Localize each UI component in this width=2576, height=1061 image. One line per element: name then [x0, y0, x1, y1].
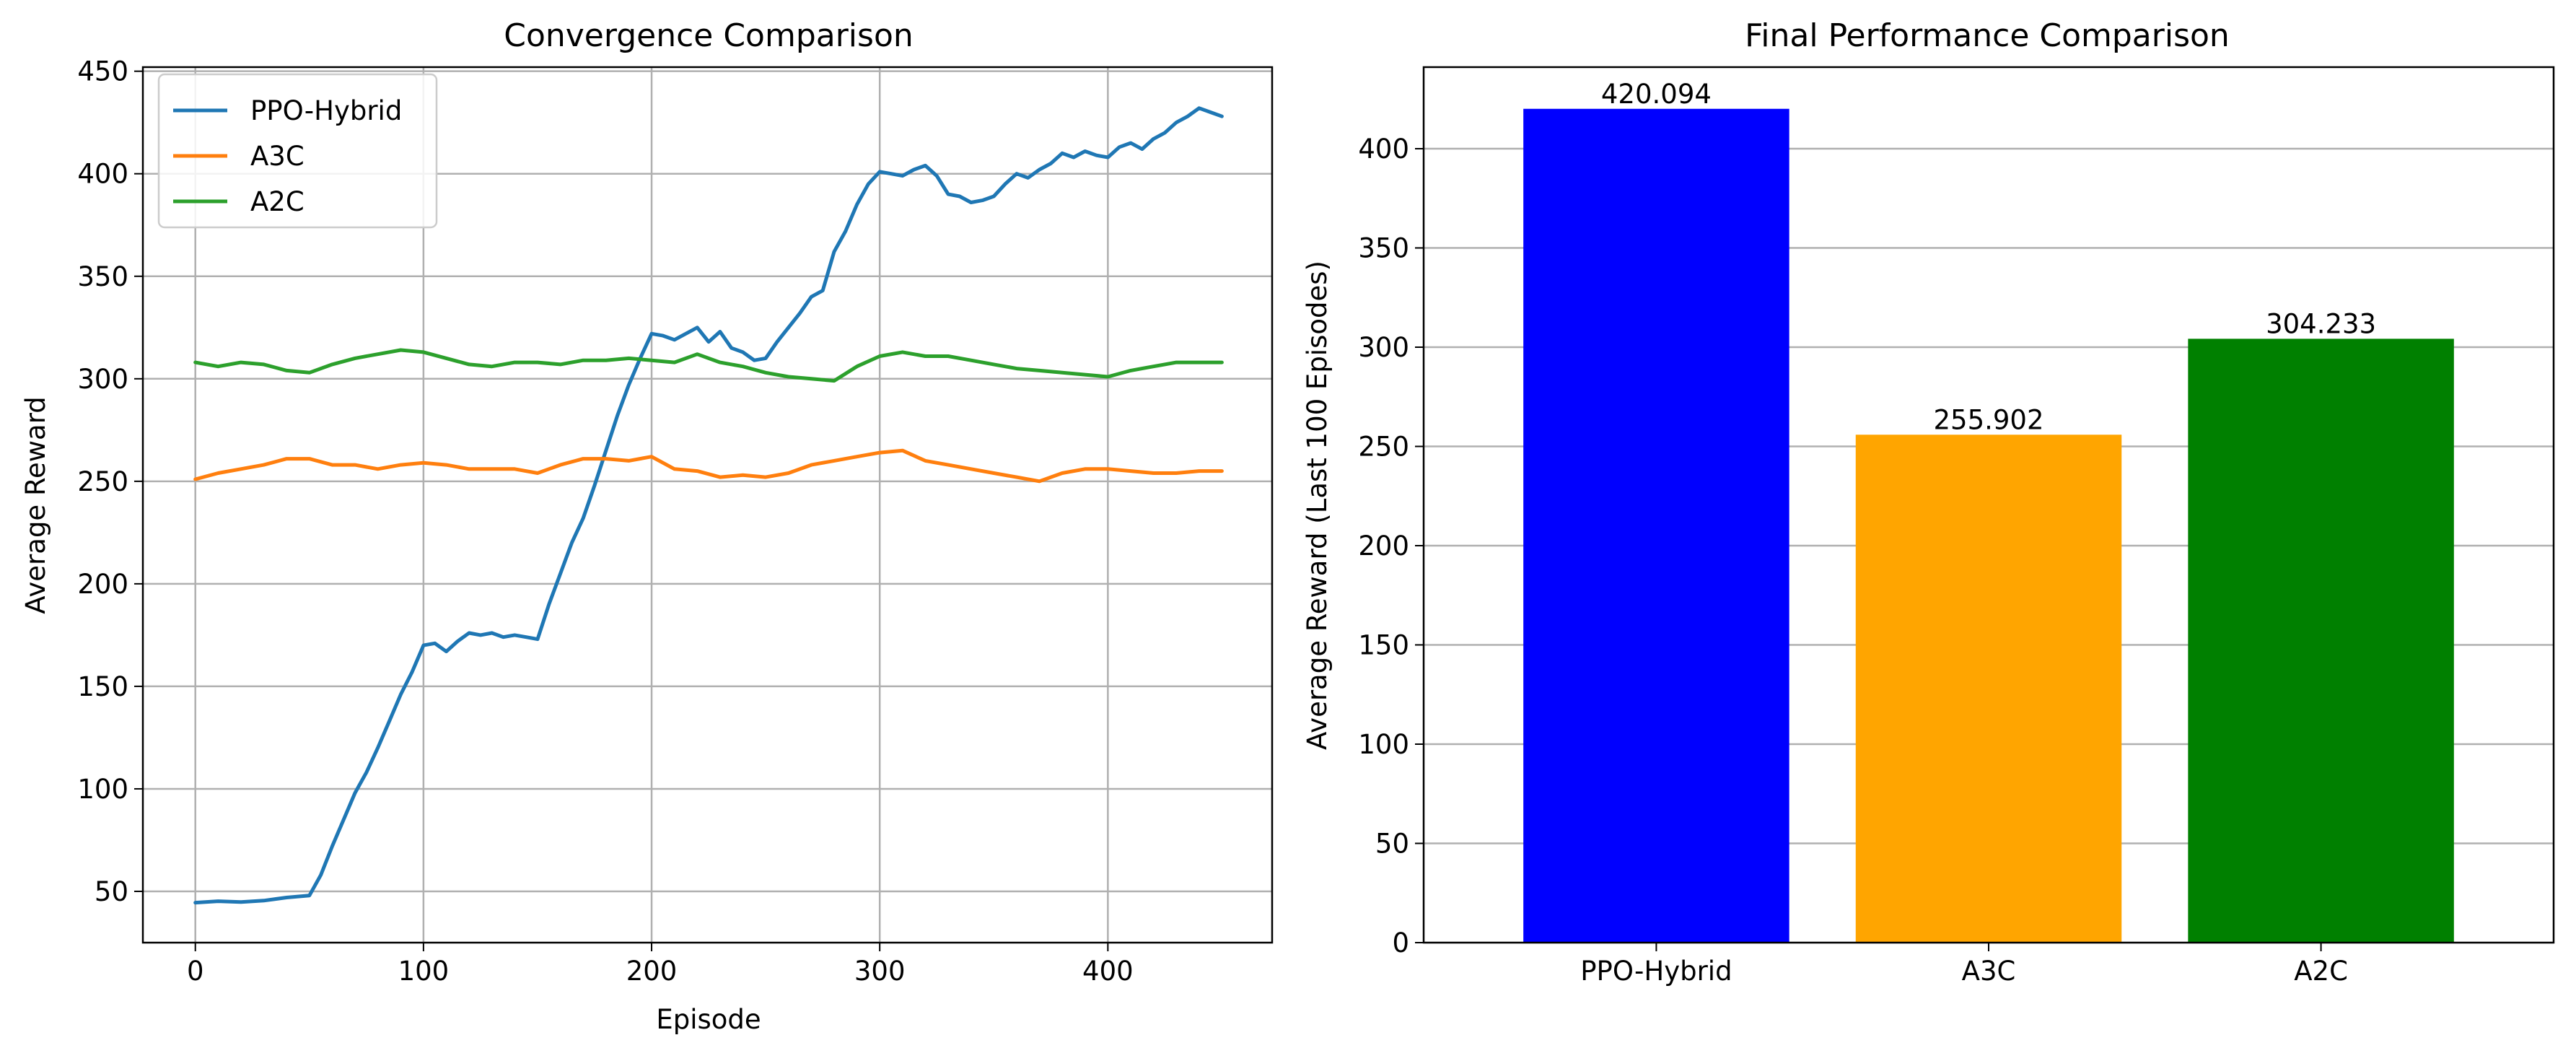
bar-value-label: 420.094 — [1601, 79, 1712, 110]
grid — [143, 67, 1272, 943]
legend-label: A2C — [250, 186, 305, 217]
convergence-chart: Convergence Comparison Episode Average R… — [20, 17, 1274, 1035]
series-line-ppo-hybrid — [193, 106, 1224, 905]
y-tick-label: 450 — [77, 56, 128, 87]
y-tick-label: 300 — [77, 364, 128, 395]
bar-ppo-hybrid — [1523, 108, 1789, 943]
y-tick-label: 200 — [1358, 530, 1409, 562]
bar-value-label: 255.902 — [1933, 404, 2043, 435]
y-axis-label: Average Reward (Last 100 Episodes) — [1302, 261, 1333, 750]
x-axis-label: Episode — [656, 1004, 761, 1035]
plot-frame — [1422, 66, 2555, 944]
x-tick-label: PPO-Hybrid — [1580, 956, 1732, 987]
y-tick-label: 50 — [95, 876, 128, 907]
y-tick-label: 150 — [1358, 630, 1409, 661]
x-tick-label: 0 — [187, 956, 204, 987]
bar-a2c — [2188, 339, 2454, 943]
series-line-a3c — [193, 448, 1224, 484]
x-tick-label: 400 — [1082, 956, 1134, 987]
legend: PPO-Hybrid A3C A2C — [157, 73, 438, 229]
plot-frame — [141, 66, 1274, 944]
axes: 0 100 200 300 400 50 100 150 200 250 300 350 400 450 — [77, 56, 1274, 987]
y-tick-label: 250 — [1358, 432, 1409, 463]
y-tick-label: 100 — [1358, 729, 1409, 760]
bars: 420.094 255.902 304.233 — [1523, 79, 2454, 943]
x-tick-label: 100 — [398, 956, 450, 987]
y-tick-label: 200 — [77, 569, 128, 600]
y-axis-label: Average Reward — [20, 396, 51, 614]
x-tick-label: 200 — [626, 956, 678, 987]
final-performance-chart: Final Performance Comparison Average Rew… — [1302, 17, 2555, 987]
legend-label: PPO-Hybrid — [250, 95, 402, 126]
y-tick-label: 400 — [1358, 134, 1409, 165]
series-line-a2c — [193, 348, 1224, 383]
y-tick-label: 0 — [1392, 927, 1409, 959]
x-tick-label: 300 — [854, 956, 906, 987]
chart-title: Convergence Comparison — [504, 17, 914, 54]
chart-title: Final Performance Comparison — [1745, 17, 2230, 54]
bar-a3c — [1855, 435, 2122, 943]
legend-label: A3C — [250, 141, 305, 172]
y-tick-label: 400 — [77, 159, 128, 190]
y-tick-label: 300 — [1358, 332, 1409, 363]
y-tick-label: 350 — [1358, 233, 1409, 264]
x-tick-label: A3C — [1962, 956, 2016, 987]
y-tick-label: 100 — [77, 774, 128, 805]
y-tick-label: 250 — [77, 466, 128, 497]
y-tick-label: 350 — [77, 261, 128, 292]
legend-box — [157, 73, 438, 229]
x-tick-label: A2C — [2294, 956, 2348, 987]
bar-value-label: 304.233 — [2266, 308, 2376, 339]
series-lines — [193, 106, 1224, 905]
axes: 0 50 100 150 200 250 300 350 400 PPO-Hybrid A3C A2C — [1358, 66, 2555, 987]
y-tick-label: 50 — [1375, 829, 1409, 860]
y-tick-label: 150 — [77, 671, 128, 702]
